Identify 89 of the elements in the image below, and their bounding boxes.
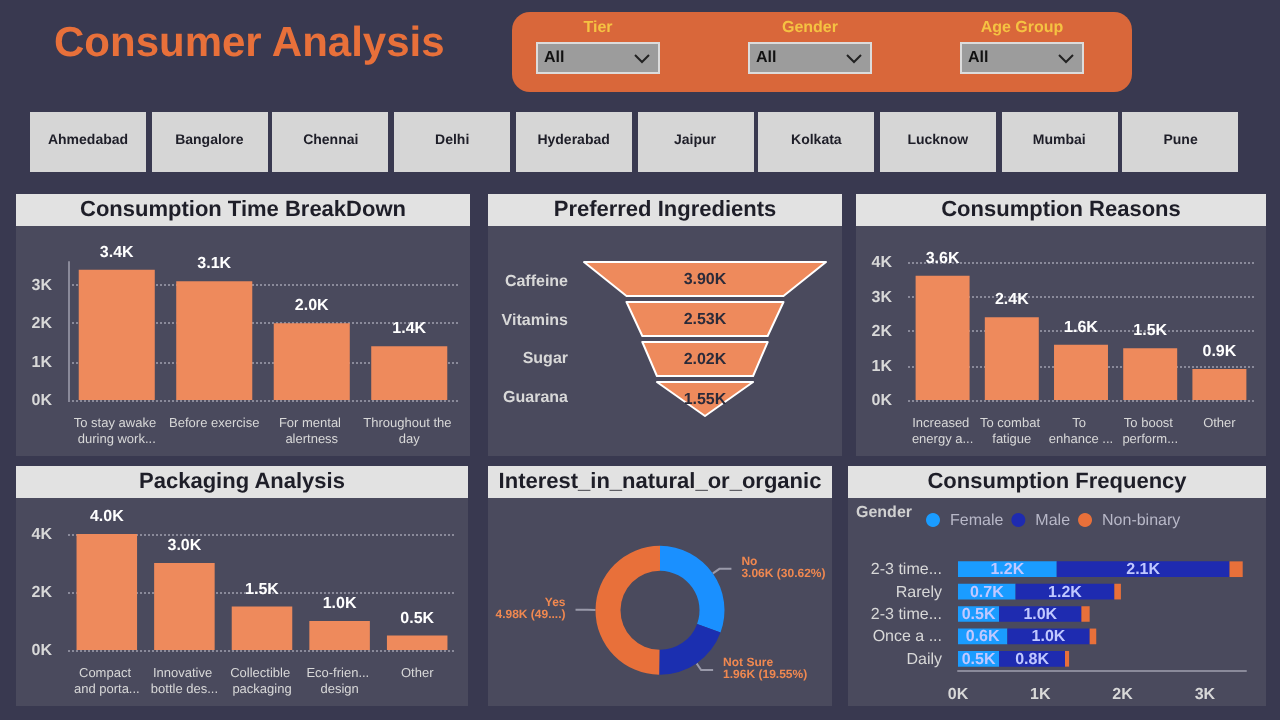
bar [915, 275, 970, 400]
data-label: 1.0K [1031, 627, 1066, 646]
text: Gender [779, 18, 840, 36]
chart-title: Interest_in_natural_or_organic [488, 466, 832, 498]
chart-title: Consumption Reasons [856, 194, 1266, 226]
data-label: 1.5K [1133, 321, 1168, 340]
x-tick-label: 0K [947, 685, 969, 703]
x-tick-label: 3K [1194, 685, 1216, 703]
data-label: 3.0K [167, 536, 202, 554]
bar [1054, 344, 1108, 400]
data-label: 1.2K [990, 560, 1025, 579]
data-label: 3.1K [197, 254, 232, 273]
category-label: Caffeine [504, 272, 570, 291]
chart-title: Consumption Frequency [848, 466, 1266, 498]
data-label: 1.0K [1023, 605, 1058, 623]
y-tick-label: 2K [31, 314, 53, 333]
bar [231, 606, 293, 650]
y-tick-label: 2-3 time... [870, 560, 942, 579]
y-tick-label: 2-3 time... [870, 605, 942, 623]
filter-dropdown[interactable]: All [960, 42, 1084, 74]
y-tick-label: 4K [871, 253, 893, 271]
y-tick-label: 2K [871, 322, 893, 340]
y-tick-label: 1K [871, 356, 893, 375]
data-label: 3.4K [99, 242, 135, 261]
data-label: 1.6K [1064, 317, 1099, 336]
text: Preferred Ingredients [488, 194, 842, 226]
data-label: 1.2K [1048, 582, 1083, 601]
data-label: 0.9K [1202, 341, 1237, 360]
bar [1056, 561, 1230, 578]
y-tick-label: 3K [31, 276, 53, 294]
y-tick-label: Once a ... [872, 627, 942, 646]
data-label: 1.55K [683, 390, 727, 408]
x-tick-label: 1K [1030, 685, 1051, 703]
bar [1192, 368, 1247, 400]
data-label: 2.4K [994, 290, 1030, 309]
y-tick-label: 1K [31, 352, 53, 371]
data-label: 1.5K [245, 579, 280, 598]
bar [1064, 650, 1070, 667]
legend-label: Male [1035, 511, 1072, 529]
data-label: 2.02K [683, 350, 727, 368]
bar [309, 621, 370, 650]
data-label: 0.5K [961, 605, 996, 623]
text: Consumer Analysis [54, 20, 445, 68]
data-label: 1.4K [392, 319, 427, 338]
y-tick-label: 0K [31, 391, 53, 409]
bar [1123, 348, 1178, 400]
data-label: 0.5K [961, 649, 996, 668]
bar [76, 534, 138, 650]
data-label: 1.0K [322, 594, 357, 612]
y-tick-label: Rarely [895, 582, 942, 601]
data-label: 0.5K [400, 608, 435, 627]
chart-title: Consumption Time BreakDown [16, 194, 470, 226]
legend-label: Female [950, 511, 1005, 529]
data-label: 4.0K [89, 507, 125, 525]
bar [1081, 606, 1090, 622]
data-label: 3.6K [925, 248, 960, 267]
category-label: Sugar [522, 349, 568, 368]
bar [78, 269, 155, 400]
legend-label: Non-binary [1102, 511, 1181, 529]
filter-dropdown[interactable]: All [748, 42, 872, 74]
bar [176, 281, 253, 400]
data-label: 3.90K [683, 270, 727, 288]
bar [984, 317, 1039, 400]
y-tick-label: 3K [871, 287, 893, 306]
bar [371, 346, 448, 400]
data-label: 2.0K [294, 296, 330, 315]
bar [386, 635, 448, 650]
category-label: Vitamins [501, 310, 570, 329]
filter-dropdown[interactable]: All [536, 42, 660, 74]
legend-title: Gender [856, 503, 913, 521]
data-label: 0.6K [965, 627, 1001, 646]
data-label: 2.53K [683, 310, 727, 328]
text: Tier [581, 18, 615, 36]
y-tick-label: Daily [906, 649, 942, 668]
y-tick-label: 0K [871, 391, 893, 409]
data-label: 2.1K [1126, 560, 1161, 579]
data-label: 0.8K [1015, 649, 1050, 668]
category-label: Guarana [503, 387, 570, 406]
bar [154, 563, 215, 650]
bar [1229, 561, 1243, 578]
x-tick-label: 2K [1112, 685, 1134, 703]
chart-title: Packaging Analysis [16, 466, 468, 498]
y-tick-label: 0K [31, 641, 53, 659]
bar [1114, 583, 1121, 600]
bar [273, 323, 350, 400]
y-tick-label: 2K [31, 583, 53, 601]
y-tick-label: 4K [31, 525, 53, 543]
text: Age Group [978, 18, 1066, 36]
data-label: 0.7K [969, 582, 1005, 601]
